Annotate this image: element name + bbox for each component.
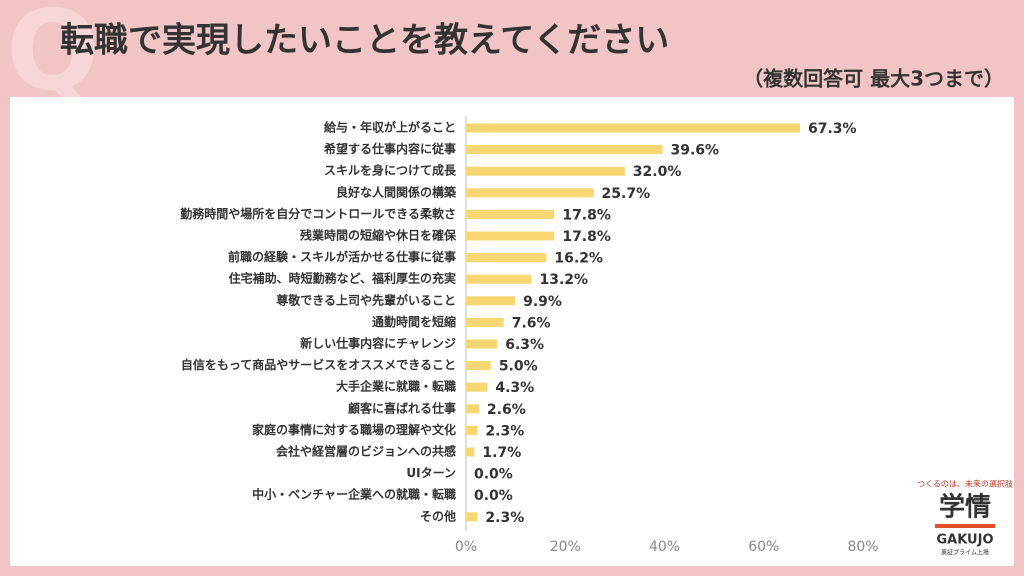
value-label: 2.3% bbox=[485, 510, 524, 526]
x-tick-label: 0% bbox=[455, 539, 477, 555]
y-tick-label: 家庭の事情に対する職場の理解や文化 bbox=[252, 422, 456, 437]
bar bbox=[466, 404, 479, 414]
bar bbox=[466, 253, 547, 263]
y-tick-label: 中小・ベンチャー企業への就職・転職 bbox=[252, 487, 456, 502]
y-tick-label: 勤務時間や場所を自分でコントロールできる柔軟さ bbox=[180, 206, 456, 221]
y-tick-label: 住宅補助、時短勤務など、福利厚生の充実 bbox=[229, 271, 456, 286]
y-tick-label: 自信をもって商品やサービスをオススメできること bbox=[181, 357, 456, 372]
value-label: 0.0% bbox=[474, 488, 513, 504]
value-label: 9.9% bbox=[523, 294, 562, 310]
logo-tagline: つくるのは、未来の選択肢 bbox=[917, 479, 1013, 489]
logo-bar bbox=[935, 524, 995, 528]
bar bbox=[466, 145, 663, 155]
y-tick-label: 良好な人間関係の構築 bbox=[336, 184, 457, 199]
logo-listing: 東証プライム上場 bbox=[941, 549, 989, 557]
value-label: 25.7% bbox=[602, 186, 651, 202]
x-tick-label: 60% bbox=[748, 539, 779, 555]
bar bbox=[466, 425, 478, 435]
logo-romaji: GAKUJO bbox=[936, 533, 993, 548]
chart-subtitle: （複数回答可 最大3つまで） bbox=[743, 67, 1004, 91]
y-tick-label: 希望する仕事内容に従事 bbox=[323, 141, 456, 156]
value-label: 4.3% bbox=[495, 380, 534, 396]
value-label: 67.3% bbox=[808, 121, 857, 137]
value-label: 16.2% bbox=[554, 251, 603, 267]
y-tick-label: 通勤時間を短縮 bbox=[372, 314, 456, 329]
value-label: 17.8% bbox=[562, 229, 611, 245]
bar bbox=[466, 274, 532, 284]
bar bbox=[466, 512, 478, 522]
value-label: 5.0% bbox=[499, 359, 538, 375]
value-label: 1.7% bbox=[482, 445, 521, 461]
value-label: 7.6% bbox=[512, 315, 551, 331]
x-tick-label: 80% bbox=[847, 539, 878, 555]
y-tick-label: 前職の経験・スキルが活かせる仕事に従事 bbox=[228, 249, 456, 264]
value-label: 2.6% bbox=[487, 402, 526, 418]
bar bbox=[466, 382, 488, 392]
bar bbox=[466, 361, 491, 371]
y-tick-label: 給与・年収が上がること bbox=[324, 120, 456, 135]
value-label: 17.8% bbox=[562, 207, 611, 223]
y-tick-label: スキルを身につけて成長 bbox=[324, 163, 457, 178]
value-label: 13.2% bbox=[540, 272, 589, 288]
bar bbox=[466, 209, 555, 219]
bar bbox=[466, 123, 800, 133]
logo-name: 学情 bbox=[939, 492, 991, 523]
bar bbox=[466, 317, 504, 327]
y-tick-label: 尊敬できる上司や先輩がいること bbox=[276, 292, 456, 307]
y-tick-label: UIターン bbox=[406, 466, 456, 480]
y-tick-label: その他 bbox=[420, 508, 456, 523]
chart-title: 転職で実現したいことを教えてください bbox=[60, 21, 669, 61]
y-tick-label: 新しい仕事内容にチャレンジ bbox=[300, 336, 456, 351]
value-label: 2.3% bbox=[485, 423, 524, 439]
bar bbox=[466, 339, 498, 349]
value-label: 39.6% bbox=[671, 143, 720, 159]
bar bbox=[466, 447, 475, 457]
y-tick-label: 残業時間の短縮や休日を確保 bbox=[300, 228, 457, 243]
bar bbox=[466, 166, 625, 176]
bar bbox=[466, 296, 516, 306]
value-label: 0.0% bbox=[474, 467, 513, 483]
x-tick-label: 20% bbox=[550, 539, 581, 555]
value-label: 32.0% bbox=[633, 164, 682, 180]
bar bbox=[466, 188, 594, 198]
bar bbox=[466, 231, 555, 241]
value-label: 6.3% bbox=[505, 337, 544, 353]
y-tick-label: 顧客に喜ばれる仕事 bbox=[348, 400, 456, 415]
y-tick-label: 大手企業に就職・転職 bbox=[336, 379, 456, 394]
y-tick-label: 会社や経営層のビジョンへの共感 bbox=[276, 444, 456, 459]
watermark: Q bbox=[6, 0, 100, 114]
x-tick-label: 40% bbox=[649, 539, 680, 555]
